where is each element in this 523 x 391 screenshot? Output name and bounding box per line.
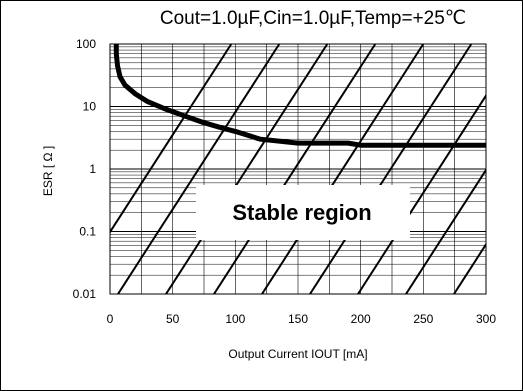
- y-tick-label: 0.01: [73, 287, 97, 301]
- region-label-box: [196, 185, 410, 240]
- hatch-line: [357, 93, 486, 294]
- y-tick-label: 10: [83, 100, 97, 114]
- hatch-line: [453, 242, 486, 294]
- x-tick-label: 300: [476, 312, 496, 326]
- hatch-line: [165, 44, 329, 294]
- y-tick-label: 1: [89, 162, 96, 176]
- stable-region-hatching: [110, 44, 523, 294]
- x-tick-label: 100: [225, 312, 245, 326]
- x-tick-label: 0: [107, 312, 114, 326]
- y-tick-label: 0.1: [79, 225, 96, 239]
- y-tick-label: 100: [76, 37, 96, 51]
- x-tick-label: 200: [351, 312, 371, 326]
- x-tick-label: 50: [166, 312, 180, 326]
- hatch-line: [110, 44, 233, 234]
- series-line-esr-boundary: [113, 44, 486, 148]
- y-axis-label: ESR [ Ω ]: [41, 146, 55, 196]
- stable-region-label: Stable region: [232, 200, 371, 225]
- x-tick-label: 250: [413, 312, 433, 326]
- x-tick-label: 150: [288, 312, 308, 326]
- hatch-line: [213, 44, 377, 294]
- hatch-line: [502, 44, 523, 294]
- hatch-line: [117, 44, 281, 294]
- plot-border: [109, 43, 487, 295]
- hatch-line: [405, 168, 486, 294]
- hatch-line: [261, 44, 425, 294]
- x-axis-label: Output Current IOUT [mA]: [228, 347, 367, 361]
- tick-labels: 0 50 100 150 200 250 300 0.01 0.1 1 10 100: [73, 37, 497, 326]
- chart-title: Cout=1.0µF,Cin=1.0µF,Temp=+25℃: [160, 8, 466, 29]
- hatch-line: [309, 44, 473, 294]
